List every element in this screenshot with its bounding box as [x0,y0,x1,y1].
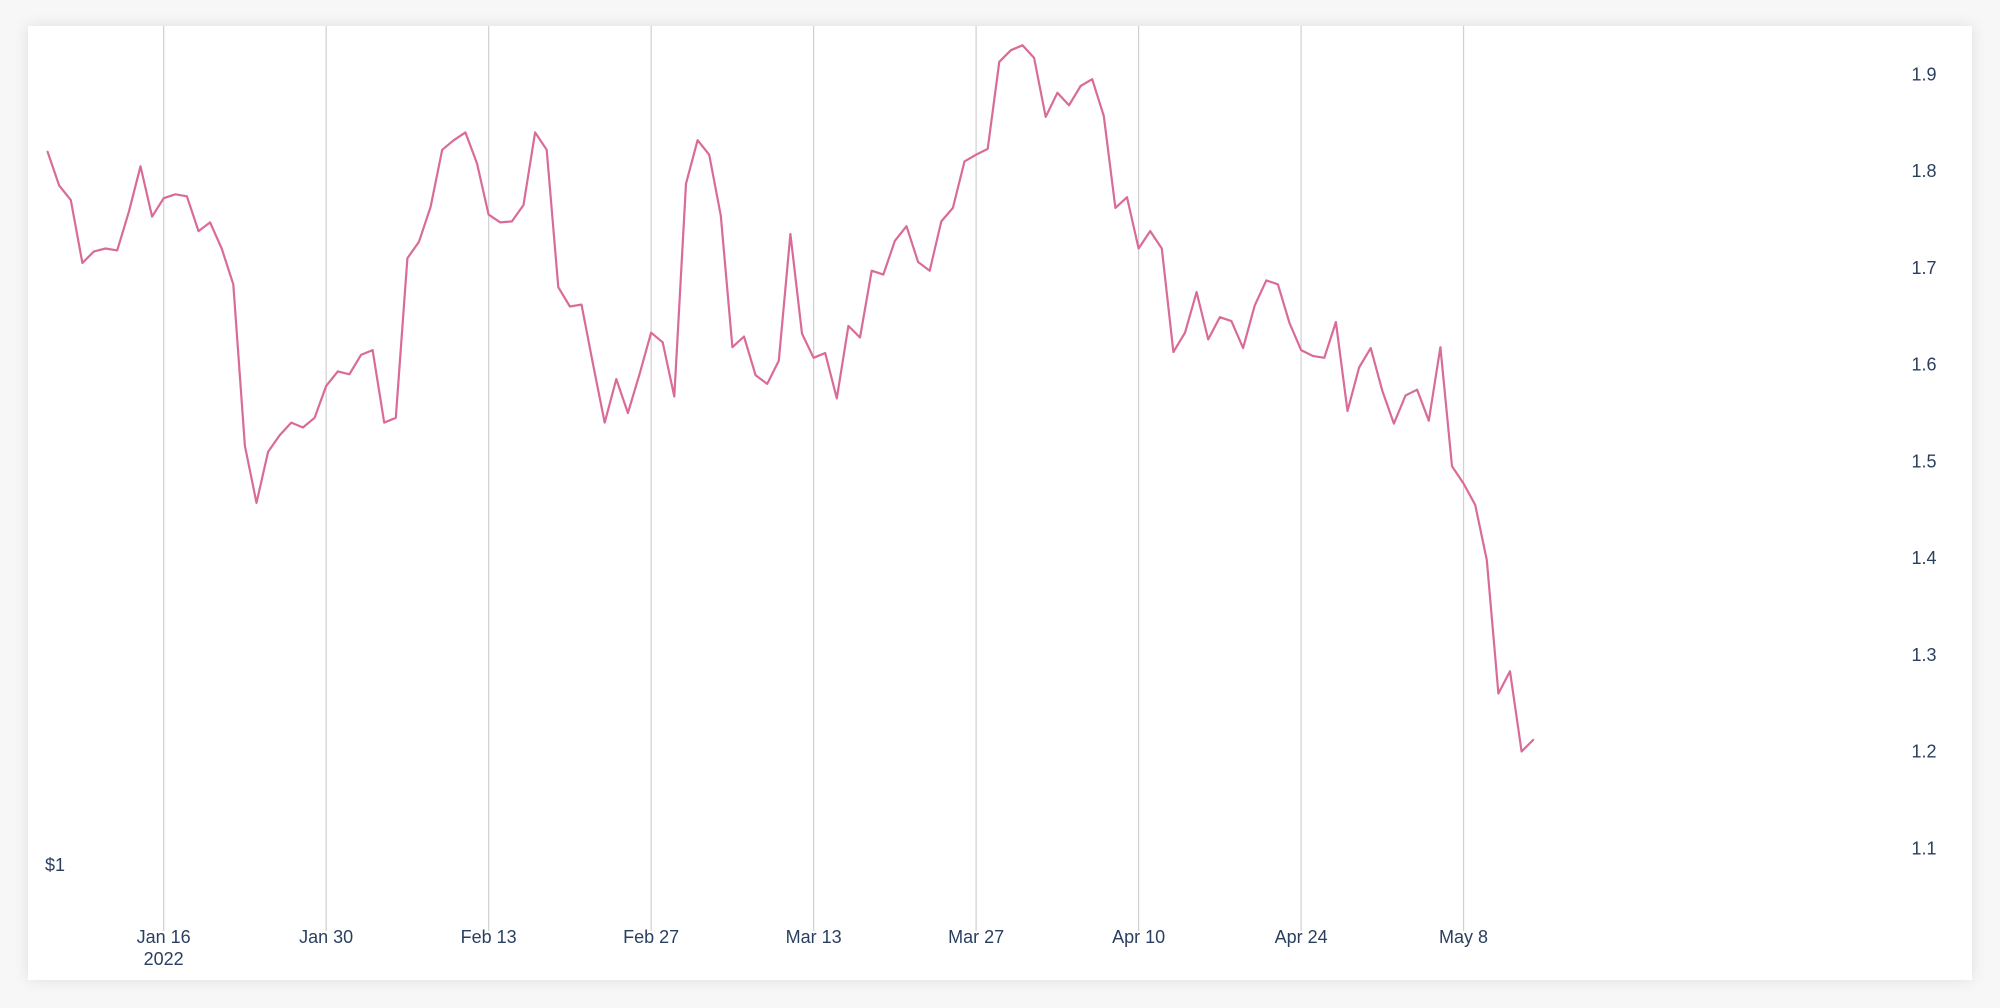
x-tick-year-label: 2022 [144,949,184,969]
y-axis-tick-labels: 1.1 1.2 1.3 1.4 1.5 1.6 1.7 1.8 1.9 [1911,64,1936,858]
x-tick-label: Mar 13 [786,927,842,947]
y-tick-label: 1.6 [1911,355,1936,375]
x-tick-label: Apr 10 [1112,927,1165,947]
x-tick-label: Mar 27 [948,927,1004,947]
x-tick-label: Jan 16 [137,927,191,947]
y-tick-label: 1.4 [1911,548,1936,568]
x-tick-label: Feb 27 [623,927,679,947]
x-gridlines [163,26,1465,931]
y-tick-label: 1.1 [1911,838,1936,858]
x-tick-label: Apr 24 [1275,927,1328,947]
y-tick-label: 1.7 [1911,258,1936,278]
chart-card: Jan 16 2022 Jan 30 Feb 13 Feb 27 Mar 13 Mar 27… [28,26,1972,980]
x-tick-label: Feb 13 [461,927,517,947]
y-tick-label: 1.9 [1911,64,1936,84]
y-tick-label: 1.5 [1911,451,1936,471]
price-line [46,44,1535,753]
x-tick-label: Jan 30 [299,927,353,947]
currency-label: $1 [45,855,65,875]
y-tick-label: 1.3 [1911,645,1936,665]
y-tick-label: 1.8 [1911,161,1936,181]
y-tick-label: 1.2 [1911,742,1936,762]
x-tick-label: May 8 [1439,927,1488,947]
